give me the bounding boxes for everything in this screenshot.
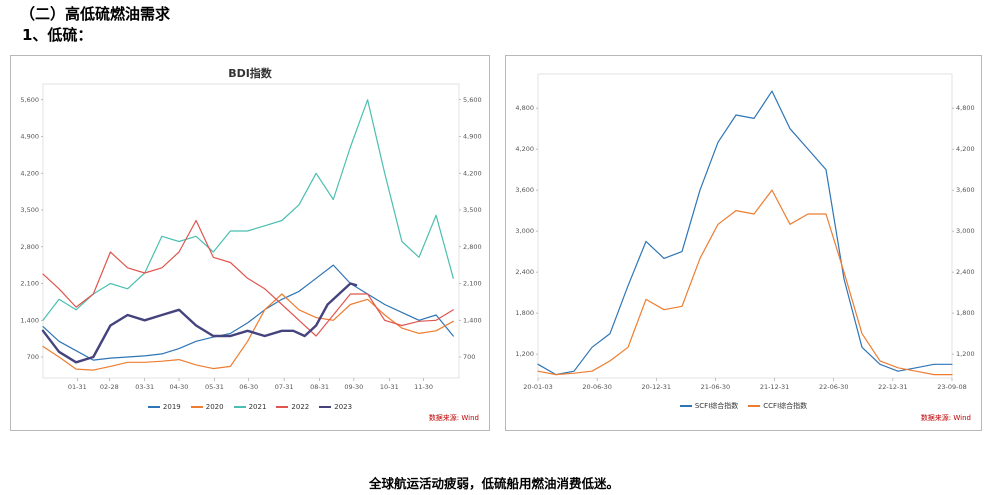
x-tick-label: 20-01-03 — [523, 383, 553, 391]
x-tick-label: 06-30 — [239, 383, 258, 391]
y-tick-label-right: 4,200 — [463, 169, 482, 177]
y-tick-label-left: 5,600 — [20, 96, 39, 104]
y-tick-label-left: 1,800 — [515, 309, 534, 317]
y-tick-label-left: 2,400 — [515, 268, 534, 276]
x-tick-label: 11-30 — [414, 383, 433, 391]
data-source-label: 数据来源: Wind — [428, 414, 479, 422]
caption-text: 全球航运活动疲弱，低硫船用燃油消费低迷。 — [368, 476, 619, 491]
x-tick-label: 21-06-30 — [701, 383, 731, 391]
y-tick-label-right: 3,500 — [463, 206, 482, 214]
legend-item: 2021 — [233, 403, 267, 411]
series-line-2 — [537, 189, 953, 376]
freight-legend: SCFI综合指数 CCFI综合指数 — [506, 401, 981, 411]
legend-swatch — [147, 406, 160, 408]
plot-frame — [537, 73, 953, 379]
y-tick-label-right: 5,600 — [463, 96, 482, 104]
x-tick-label: 21-12-31 — [760, 383, 790, 391]
y-tick-label-right: 1,200 — [956, 350, 975, 358]
y-tick-label-right: 1,400 — [463, 316, 482, 324]
series-line-1 — [537, 90, 953, 376]
series-line-1 — [42, 264, 454, 361]
y-tick-label-left: 4,200 — [515, 145, 534, 153]
bdi-chart-panel: BDI指数 700 700 1,400 1,400 2,100 2,100 2,800 2,8… — [10, 55, 490, 431]
legend-item: 2023 — [319, 403, 352, 411]
chart-title: BDI指数 — [228, 67, 272, 80]
x-tick-label: 03-31 — [135, 383, 154, 391]
y-tick-label-right: 3,600 — [956, 186, 975, 194]
legend-label: 2021 — [248, 403, 267, 411]
y-tick-label-left: 2,800 — [20, 243, 39, 251]
legend-swatch — [748, 405, 761, 407]
x-tick-label: 20-12-31 — [642, 383, 672, 391]
legend-swatch — [190, 406, 203, 408]
freight-index-chart-panel: 1,200 1,200 1,800 1,800 2,400 2,400 3,000 3,000… — [505, 55, 982, 431]
data-source-label: 数据来源: Wind — [920, 414, 971, 422]
y-tick-label-right: 4,200 — [956, 145, 975, 153]
legend-label: CCFI综合指数 — [763, 402, 808, 410]
y-tick-label-right: 4,800 — [956, 104, 975, 112]
legend-swatch — [276, 406, 289, 408]
y-tick-label-left: 1,400 — [20, 316, 39, 324]
x-tick-label: 04-30 — [170, 383, 189, 391]
y-tick-label-right: 4,900 — [463, 133, 482, 141]
x-tick-label: 08-31 — [310, 383, 329, 391]
x-tick-label: 22-12-31 — [878, 383, 908, 391]
legend-label: 2022 — [291, 403, 310, 411]
y-tick-label-left: 4,900 — [20, 133, 39, 141]
legend-label: SCFI综合指数 — [694, 402, 739, 410]
x-tick-label: 23-09-08 — [937, 383, 967, 391]
series-line-2 — [42, 293, 454, 371]
x-tick-label: 22-06-30 — [819, 383, 849, 391]
legend-label: 2020 — [205, 403, 224, 411]
legend-swatch — [679, 405, 692, 407]
y-tick-label-left: 700 — [27, 353, 39, 361]
y-tick-label-right: 1,800 — [956, 309, 975, 317]
legend-swatch — [233, 406, 246, 408]
bdi-legend: 2019 2020 2021 2022 2023 — [11, 403, 489, 411]
legend-item: SCFI综合指数 — [679, 401, 739, 411]
x-tick-label: 02-28 — [100, 383, 119, 391]
x-tick-label: 05-31 — [205, 383, 224, 391]
freight-index-chart: 1,200 1,200 1,800 1,800 2,400 2,400 3,000 3,000… — [515, 73, 975, 391]
x-tick-label: 09-30 — [344, 383, 363, 391]
y-tick-label-left: 3,600 — [515, 186, 534, 194]
legend-item: 2020 — [190, 403, 224, 411]
y-tick-label-left: 1,200 — [515, 350, 534, 358]
y-tick-label-left: 4,800 — [515, 104, 534, 112]
series-line-5 — [41, 282, 358, 364]
y-tick-label-left: 3,000 — [515, 227, 534, 235]
plot-frame — [42, 83, 460, 379]
section-title: （二）高低硫燃油需求 — [20, 5, 171, 23]
legend-label: 2019 — [162, 403, 181, 411]
y-tick-label-left: 4,200 — [20, 169, 39, 177]
x-tick-label: 10-31 — [380, 383, 399, 391]
legend-swatch — [319, 406, 332, 408]
y-tick-label-left: 2,100 — [20, 280, 39, 288]
legend-item: 2019 — [147, 403, 181, 411]
y-tick-label-right: 2,100 — [463, 280, 482, 288]
y-tick-label-right: 700 — [463, 353, 475, 361]
legend-item: 2022 — [276, 403, 309, 411]
y-tick-label-right: 2,400 — [956, 268, 975, 276]
x-tick-label: 07-31 — [275, 383, 294, 391]
y-tick-label-right: 3,000 — [956, 227, 975, 235]
legend-label: 2023 — [334, 403, 353, 411]
x-tick-label: 01-31 — [68, 383, 87, 391]
series-line-3 — [42, 99, 454, 321]
legend-item: CCFI综合指数 — [748, 401, 807, 411]
series-line-4 — [42, 219, 454, 337]
y-tick-label-left: 3,500 — [20, 206, 39, 214]
x-tick-label: 20-06-30 — [582, 383, 612, 391]
subsection-title: 1、低硫： — [22, 26, 93, 44]
bdi-chart: 700 700 1,400 1,400 2,100 2,100 2,800 2,800 3,50… — [20, 83, 482, 391]
y-tick-label-right: 2,800 — [463, 243, 482, 251]
